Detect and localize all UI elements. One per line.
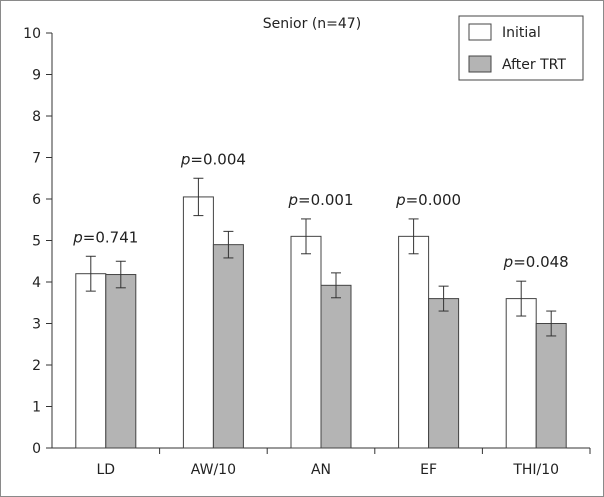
legend-swatch-after bbox=[468, 55, 492, 73]
x-tick-label: THI/10 bbox=[512, 462, 559, 478]
y-tick-label: 2 bbox=[32, 358, 41, 374]
legend-label-initial: Initial bbox=[502, 25, 541, 41]
y-tick-label: 0 bbox=[32, 441, 41, 457]
p-value-text: =0.000 bbox=[406, 191, 462, 209]
p-value-prefix: p bbox=[503, 253, 514, 271]
bar bbox=[290, 235, 322, 449]
bar bbox=[105, 274, 137, 449]
p-value-label: p=0.048 bbox=[503, 253, 569, 271]
y-tick-label: 7 bbox=[32, 151, 41, 167]
legend-label-after: After TRT bbox=[502, 57, 566, 73]
p-value-text: =0.048 bbox=[513, 253, 569, 271]
y-tick-label: 8 bbox=[32, 109, 41, 125]
p-value-label: p=0.741 bbox=[72, 228, 138, 246]
x-tick-label: EF bbox=[420, 462, 437, 478]
p-value-label: p=0.000 bbox=[395, 191, 461, 209]
x-tick-label: AW/10 bbox=[191, 462, 236, 478]
legend: Initial After TRT bbox=[458, 15, 584, 81]
x-tick-label: LD bbox=[97, 462, 116, 478]
y-tick-label: 1 bbox=[32, 400, 41, 416]
bar bbox=[212, 244, 244, 449]
bar bbox=[398, 235, 430, 449]
chart-title: Senior (n=47) bbox=[263, 16, 361, 32]
y-axis: 0 1 2 3 4 5 6 7 8 9 10 bbox=[23, 26, 53, 457]
y-tick-label: 10 bbox=[23, 26, 41, 42]
p-value-text: =0.004 bbox=[190, 150, 246, 168]
bar bbox=[320, 284, 352, 449]
p-value-prefix: p bbox=[395, 191, 406, 209]
y-tick-label: 6 bbox=[32, 192, 41, 208]
p-value-prefix: p bbox=[72, 228, 83, 246]
bar bbox=[535, 323, 567, 449]
p-value-text: =0.001 bbox=[298, 191, 354, 209]
legend-swatch-initial bbox=[468, 23, 492, 41]
y-tick-label: 9 bbox=[32, 68, 41, 84]
p-value-label: p=0.001 bbox=[287, 191, 353, 209]
p-value-text: =0.741 bbox=[83, 228, 139, 246]
bars bbox=[75, 177, 567, 449]
y-tick-label: 4 bbox=[32, 275, 41, 291]
p-value-prefix: p bbox=[180, 150, 191, 168]
bar bbox=[505, 298, 537, 449]
bar bbox=[182, 196, 214, 449]
x-tick-label: AN bbox=[311, 462, 331, 478]
y-tick-label: 3 bbox=[32, 317, 41, 333]
p-value-label: p=0.004 bbox=[180, 150, 246, 168]
bar bbox=[428, 298, 460, 449]
y-tick-label: 5 bbox=[32, 234, 41, 250]
x-axis: LD AW/10 AN EF THI/10 bbox=[52, 447, 591, 478]
bar bbox=[75, 273, 107, 449]
p-value-prefix: p bbox=[287, 191, 298, 209]
